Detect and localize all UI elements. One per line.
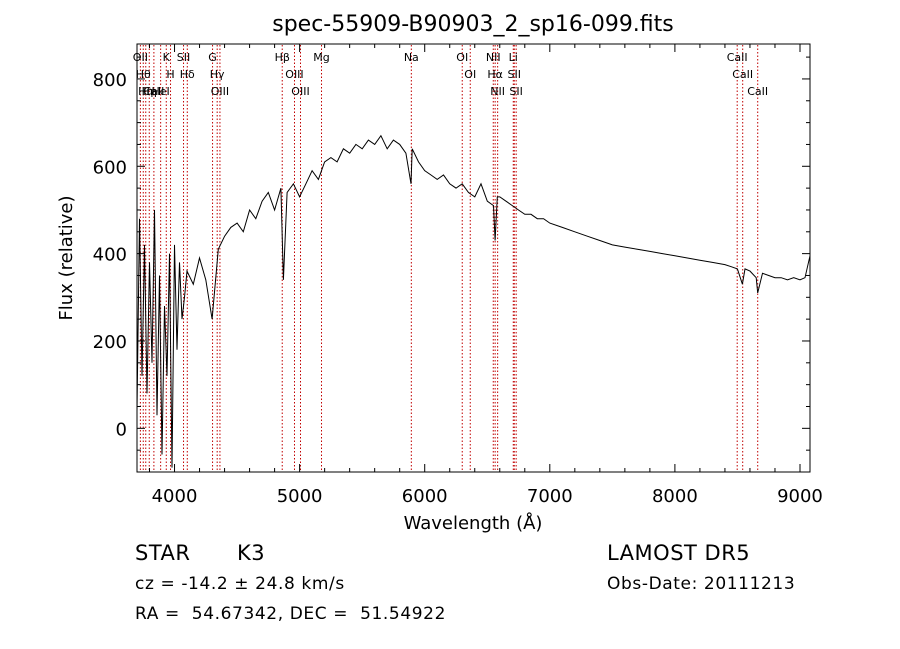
plot-frame — [136, 43, 811, 473]
line-marker-label-22: NII — [490, 85, 505, 98]
x-tick-label-4: 8000 — [652, 486, 698, 507]
y-tick-label-1: 200 — [93, 332, 127, 353]
line-marker-label-27: CaII — [732, 68, 753, 81]
line-marker-label-26: CaII — [727, 51, 748, 64]
line-marker-label-18: OI — [456, 51, 468, 64]
spectral-line-markers — [139, 45, 759, 471]
object-class: STAR — [135, 541, 191, 565]
line-marker-label-8: SII — [177, 51, 190, 64]
x-axis-label: Wavelength (Å) — [404, 512, 543, 534]
y-axis-label: Flux (relative) — [56, 195, 77, 320]
line-marker-label-15: OIII — [291, 85, 309, 98]
x-tick-label-5: 9000 — [777, 486, 823, 507]
y-tick-label-0: 0 — [116, 419, 127, 440]
y-axis-ticks: 0 200 400 600 800 — [93, 56, 810, 473]
line-marker-label-2: Hη — [138, 85, 153, 98]
line-marker-label-16: Mg — [313, 51, 329, 64]
line-marker-label-20: NII — [486, 51, 501, 64]
spectral-line-labels: OIIHθHηHηCaIIHeIKHSIIHδGHγOIIIHβOIIIOIII… — [133, 51, 768, 98]
coordinates: RA = 54.67342, DEC = 51.54922 — [135, 604, 447, 624]
redshift-readout: cz = -14.2 ± 24.8 km/s — [135, 574, 345, 594]
x-axis-ticks: 4000 5000 6000 7000 8000 9000 — [149, 44, 823, 507]
x-tick-label-0: 4000 — [152, 486, 198, 507]
x-tick-label-1: 5000 — [277, 486, 323, 507]
line-marker-label-19: OI — [464, 68, 476, 81]
line-marker-label-5: HeI — [151, 85, 169, 98]
y-tick-label-4: 800 — [93, 70, 127, 91]
x-tick-label-3: 7000 — [527, 486, 573, 507]
line-marker-label-17: Na — [404, 51, 419, 64]
line-marker-label-28: CaII — [747, 85, 768, 98]
line-marker-label-13: Hβ — [275, 51, 290, 64]
x-tick-label-2: 6000 — [402, 486, 448, 507]
line-marker-label-23: Li — [509, 51, 518, 64]
line-marker-label-10: G — [208, 51, 217, 64]
line-marker-label-3: Hη — [142, 85, 157, 98]
line-marker-label-25: SII — [509, 85, 522, 98]
spectrum-line — [136, 134, 811, 468]
line-marker-label-14: OIII — [285, 68, 303, 81]
y-tick-label-3: 600 — [93, 157, 127, 178]
chart-title: spec-55909-B90903_2_sp16-099.fits — [272, 12, 674, 37]
line-marker-label-6: K — [163, 51, 171, 64]
line-marker-label-21: Hα — [487, 68, 503, 81]
line-marker-label-12: OIII — [211, 85, 229, 98]
y-tick-label-2: 400 — [93, 245, 127, 266]
line-marker-label-1: Hθ — [136, 68, 151, 81]
line-marker-label-11: Hγ — [210, 68, 225, 81]
line-marker-label-9: Hδ — [180, 68, 195, 81]
line-marker-label-4: CaII — [143, 85, 164, 98]
survey-name: LAMOST DR5 — [607, 541, 751, 565]
spectral-subclass: K3 — [237, 541, 266, 565]
line-marker-label-7: H — [166, 68, 174, 81]
obs-date: Obs-Date: 20111213 — [607, 574, 796, 594]
line-marker-label-24: SII — [508, 68, 521, 81]
